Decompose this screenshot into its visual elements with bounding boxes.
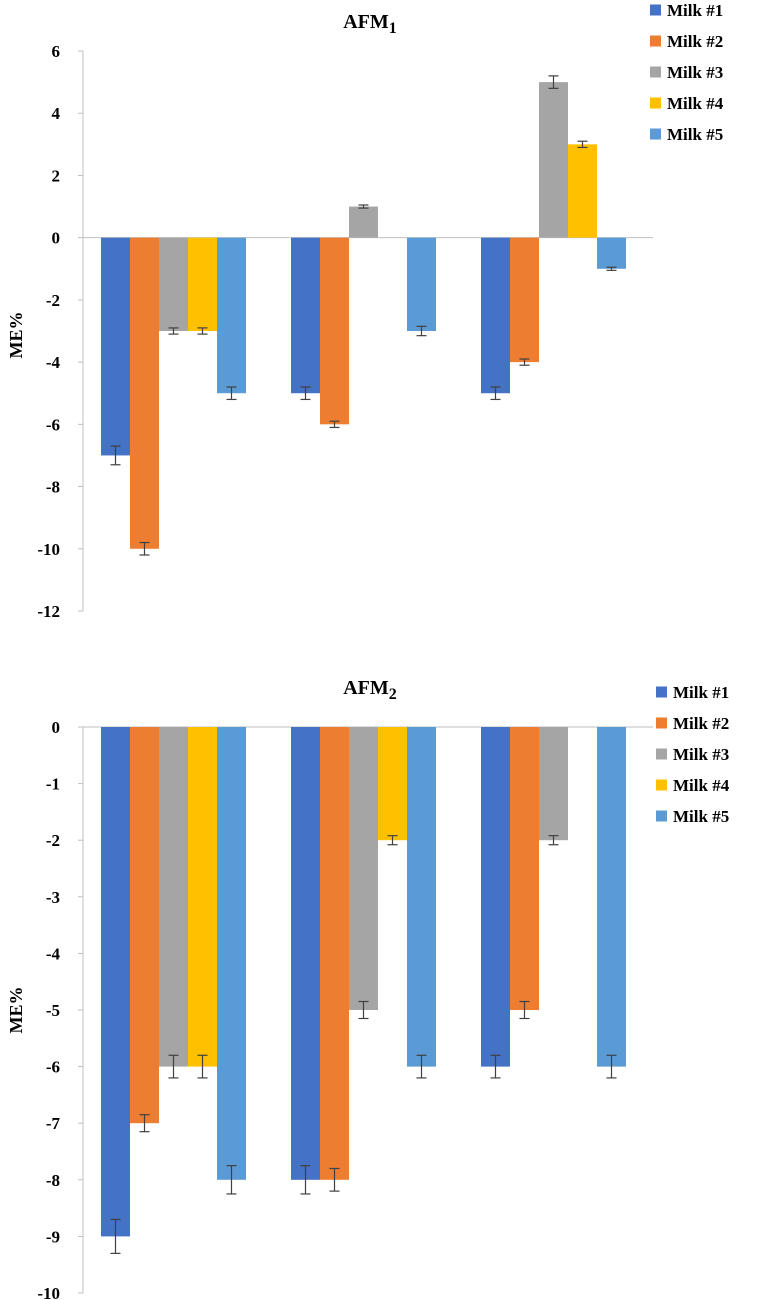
bar-milk2-group1 [130,237,159,549]
y-axis-title: ME% [6,987,26,1034]
legend-swatch [650,66,661,78]
legend-label: Milk #4 [673,776,730,795]
legend-label: Milk #3 [673,745,729,764]
y-tick-label: 0 [52,229,61,248]
y-tick-label: -9 [46,1227,60,1246]
chart-title-main: AFM [343,677,389,699]
bar-milk5-group2 [407,237,436,331]
bar-milk2-group1 [130,727,159,1124]
legend-swatch [656,779,667,791]
y-tick-label: -6 [46,1058,60,1077]
afm2-chart: AFM2 ME% 0 -1 -2 -3 -4 -5 -6 -7 -8 -9 -10 Milk #1 Milk… [6,677,730,1300]
legend-label: Milk #3 [667,63,723,82]
y-tick-label: -1 [46,775,60,794]
legend-swatch [650,128,661,140]
y-tick-label: -8 [46,1171,60,1190]
afm1-chart: AFM1 ME% 6 4 2 0 -2 -4 -6 -8 -10 -12 Milk #1 Milk #2 M… [6,1,724,621]
y-tick-label: -2 [46,291,60,310]
y-tick-label: 2 [52,166,61,185]
bar-milk5-group1 [217,727,246,1180]
bar-milk5-group3 [597,237,626,269]
bar-milk4-group2 [378,727,407,841]
bar-milk3-group3 [539,82,568,238]
bar-milk1-group2 [291,237,320,394]
legend-label: Milk #5 [667,125,723,144]
legend-swatch [656,748,667,760]
legend-swatch [656,810,667,822]
bar-milk3-group2 [349,206,378,238]
y-axis-title: ME% [6,312,26,359]
bar-milk5-group2 [407,727,436,1067]
y-tick-label: -4 [46,353,61,372]
y-tick-label: 4 [52,104,61,123]
y-tick-label: -2 [46,831,60,850]
bar-milk1-group3 [481,237,510,394]
legend-label: Milk #4 [667,94,724,113]
legend-swatch [656,717,667,729]
y-tick-label: 6 [52,42,61,61]
legend-label: Milk #5 [673,807,729,826]
bar-milk3-group1 [159,727,188,1067]
bar-milk3-group1 [159,237,188,331]
y-tick-label: -6 [46,415,60,434]
bar-milk2-group3 [510,727,539,1010]
y-tick-label: 0 [52,718,61,737]
bar-milk5-group3 [597,727,626,1067]
chart-title-main: AFM [343,11,389,33]
y-tick-label: -7 [46,1114,61,1133]
bar-milk1-group3 [481,727,510,1067]
y-tick-label: -10 [37,1284,60,1300]
legend-label: Milk #1 [667,1,723,20]
y-tick-label: -5 [46,1001,60,1020]
bar-milk1-group2 [291,727,320,1180]
legend-swatch [650,97,661,109]
legend-swatch [656,686,667,698]
y-tick-label: -10 [37,540,60,559]
bar-milk4-group1 [188,727,217,1067]
bar-milk2-group2 [320,727,349,1180]
bar-milk1-group1 [101,237,130,456]
chart-title-subscript: 1 [389,20,397,37]
legend-label: Milk #2 [667,32,723,51]
chart-title: AFM1 [343,11,397,37]
y-tick-label: -4 [46,944,61,963]
legend-swatch [650,35,661,47]
legend-swatch [650,4,661,16]
chart-title-subscript: 2 [389,686,397,703]
bar-milk2-group3 [510,237,539,363]
y-tick-label: -12 [37,602,60,621]
bar-milk2-group2 [320,237,349,425]
bar-milk4-group3 [568,144,597,238]
legend-label: Milk #1 [673,683,729,702]
bar-milk4-group1 [188,237,217,331]
bar-milk1-group1 [101,727,130,1237]
bar-milk3-group2 [349,727,378,1010]
y-tick-label: -3 [46,888,60,907]
y-tick-label: -8 [46,478,60,497]
bar-milk5-group1 [217,237,246,394]
legend-label: Milk #2 [673,714,729,733]
bar-milk3-group3 [539,727,568,841]
chart-title: AFM2 [343,677,397,703]
